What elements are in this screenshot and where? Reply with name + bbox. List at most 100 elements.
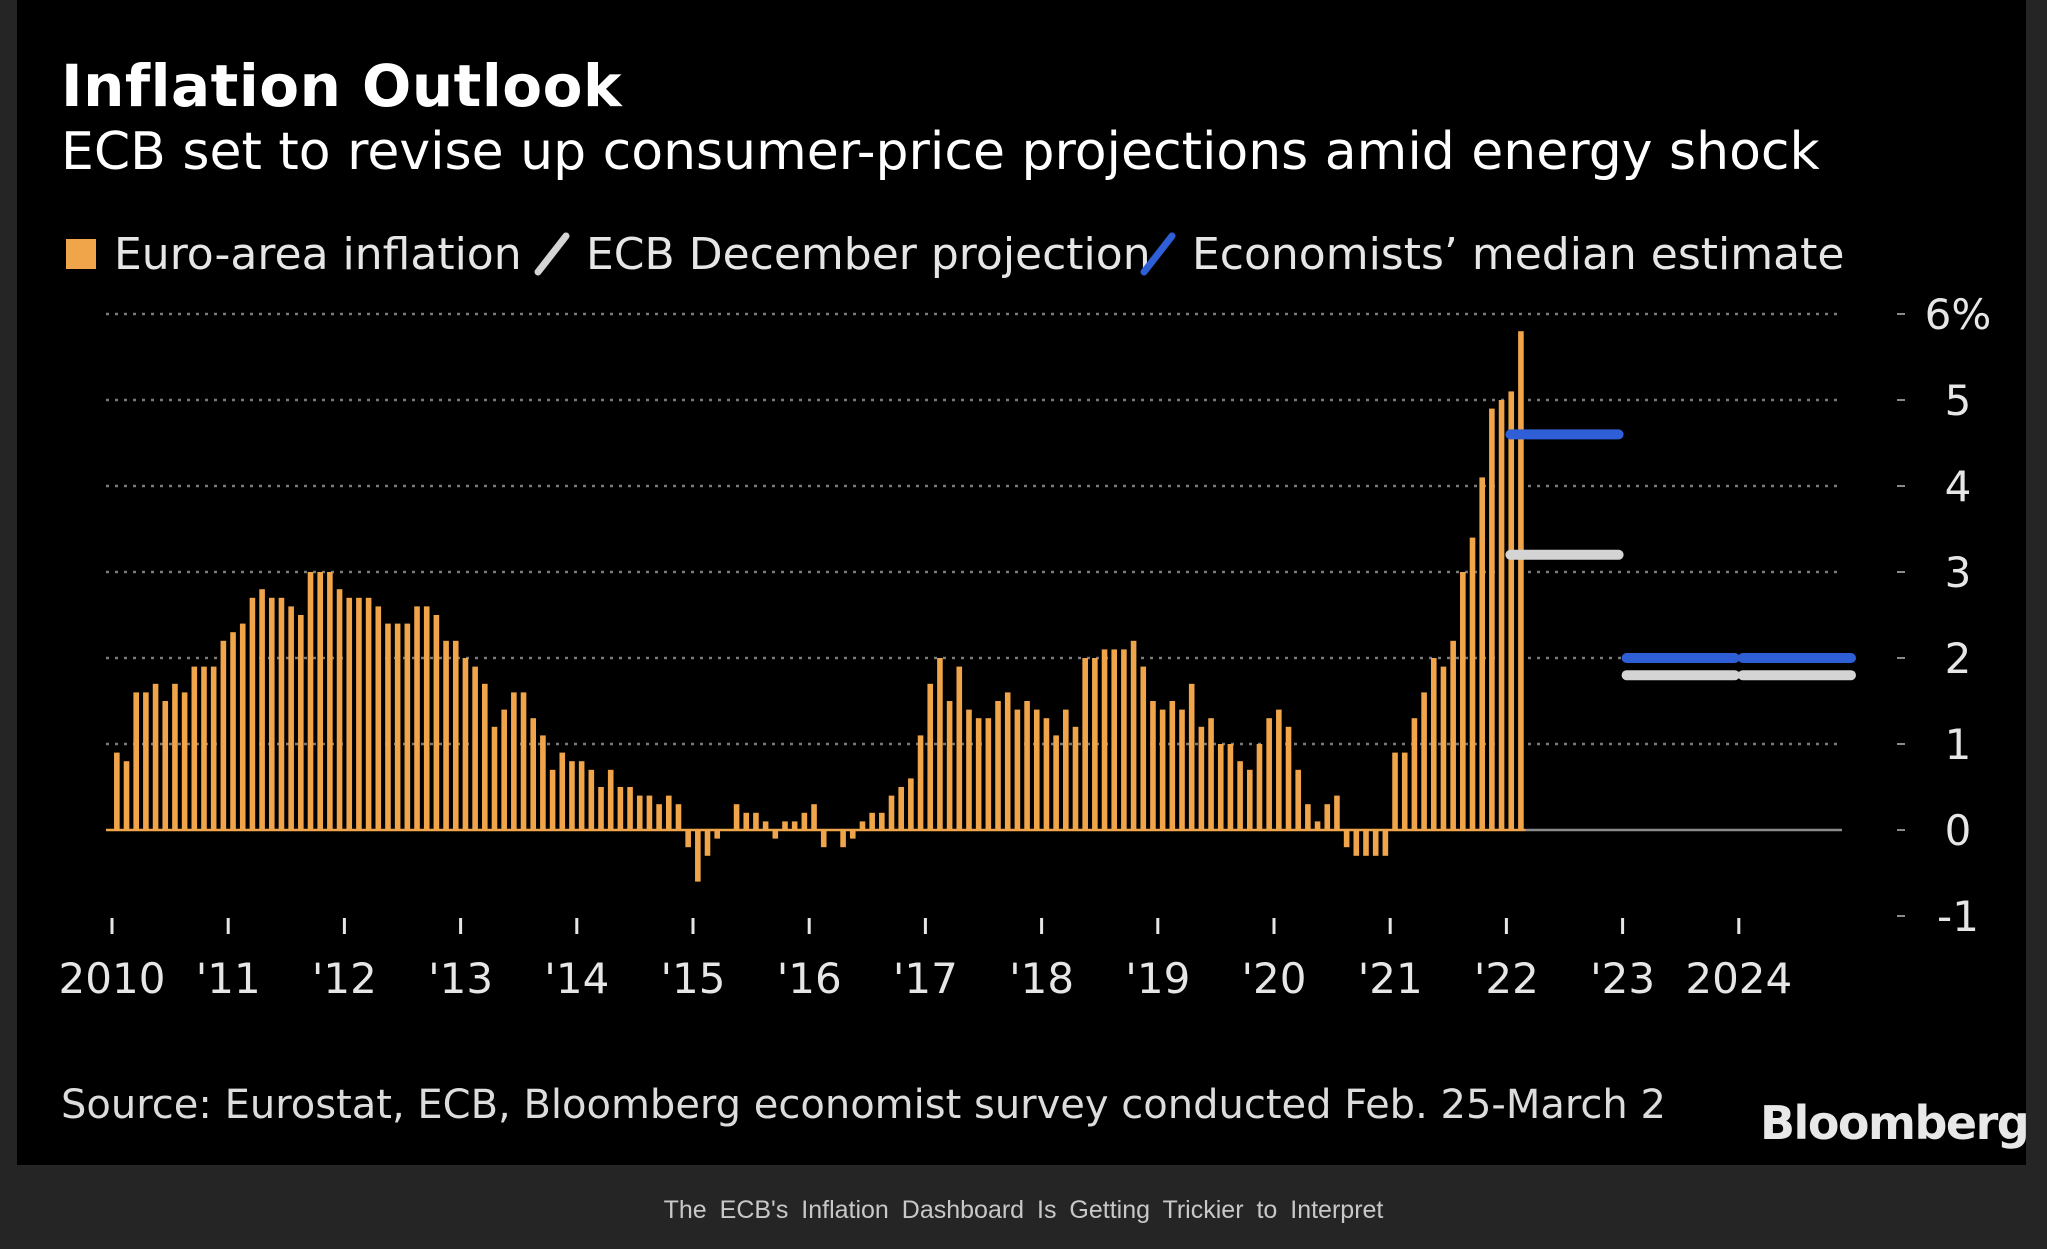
legend-line-icon [534,232,570,276]
inflation-bar [801,812,808,830]
inflation-bar [1246,769,1253,830]
inflation-bar [1043,718,1050,830]
y-tick-label: 6% [1925,290,1992,339]
inflation-bar [530,718,537,830]
x-tick-label: 2024 [1685,954,1792,1003]
source-note: Source: Eurostat, ECB, Bloomberg economi… [61,1082,1666,1128]
inflation-bar [869,812,875,830]
inflation-bar [491,726,498,830]
inflation-bar [114,752,120,830]
inflation-bar [995,701,1001,830]
legend-label: Euro-area inflation [114,228,522,280]
inflation-bar [811,804,817,830]
inflation-bar [414,606,420,830]
legend-line-icon [1140,232,1176,276]
inflation-bar [307,572,314,830]
inflation-bar [908,778,914,830]
inflation-bar [259,589,265,830]
inflation-bar [1421,692,1427,830]
inflation-bar [1285,726,1292,830]
inflation-bar [1150,701,1156,830]
inflation-bar [540,735,546,830]
inflation-bar [578,761,585,830]
inflation-bar [1072,726,1079,830]
y-tick-label: 4 [1945,462,1972,511]
x-tick-label: '18 [1009,954,1074,1003]
inflation-bar [559,752,566,830]
inflation-bar [1217,744,1224,830]
inflation-bar [520,692,527,830]
x-tick-label: '23 [1590,954,1655,1003]
inflation-bar [714,830,721,839]
x-tick-label: '22 [1474,954,1539,1003]
inflation-bar [1140,666,1147,830]
legend-label: ECB December projection [586,228,1151,280]
inflation-bar [162,701,169,830]
chart-title: Inflation Outlook [61,52,623,120]
inflation-bar [927,683,934,830]
inflation-bar [356,597,362,830]
inflation-bar [1188,683,1195,830]
inflation-bar [1450,640,1456,830]
inflation-bar [549,769,556,830]
inflation-bar [985,718,992,830]
inflation-bar [1266,718,1272,830]
inflation-bar [1295,769,1302,830]
inflation-bar [1179,709,1185,830]
x-tick-label: '20 [1242,954,1307,1003]
inflation-bar [1014,709,1021,830]
inflation-bar [888,795,895,830]
inflation-bar [423,606,430,830]
inflation-bar [1198,726,1205,830]
inflation-bar [820,830,827,848]
inflation-bar [966,709,972,830]
inflation-bar [791,821,798,830]
inflation-bar [123,761,130,830]
inflation-bar [675,804,682,830]
inflation-bar [975,718,982,830]
inflation-bar [1227,744,1234,830]
inflation-bar [433,615,440,830]
inflation-bar [646,795,653,830]
inflation-bar [133,692,140,830]
inflation-bar [482,683,488,830]
inflation-bar [143,692,149,830]
inflation-bar [607,769,614,830]
inflation-bar [1324,804,1331,830]
inflation-bar [946,701,953,830]
chart-panel [17,0,2026,1165]
inflation-bar [656,804,662,830]
inflation-bar [365,597,372,830]
bloomberg-logo: Bloomberg [1760,1096,2030,1150]
inflation-bar [268,597,275,830]
inflation-bar [1430,658,1437,830]
inflation-bar [230,632,236,830]
inflation-bar [452,640,459,830]
inflation-bar [1498,400,1505,830]
inflation-bar [1305,804,1311,830]
inflation-bar [1276,709,1282,830]
x-tick-label: '11 [196,954,261,1003]
inflation-bar [1334,795,1340,830]
inflation-bar [511,692,517,830]
inflation-bar [443,640,449,830]
inflation-bar [762,821,769,830]
x-tick-label: '17 [893,954,958,1003]
inflation-bar [239,623,246,830]
inflation-bar [1343,830,1350,848]
inflation-bar [1101,649,1108,830]
inflation-bar [665,795,672,830]
legend-euro-inflation: Euro-area inflation [66,224,522,284]
x-tick-label: '14 [544,954,609,1003]
legend-square-icon [66,239,96,269]
inflation-bar [782,821,788,830]
x-tick-label: 2010 [59,954,166,1003]
inflation-bar [1489,408,1495,830]
inflation-bar [1237,761,1243,830]
inflation-bar [1130,640,1137,830]
inflation-bar [1256,744,1263,830]
inflation-bar [501,709,507,830]
inflation-bar [1063,709,1069,830]
inflation-bar [617,787,624,830]
